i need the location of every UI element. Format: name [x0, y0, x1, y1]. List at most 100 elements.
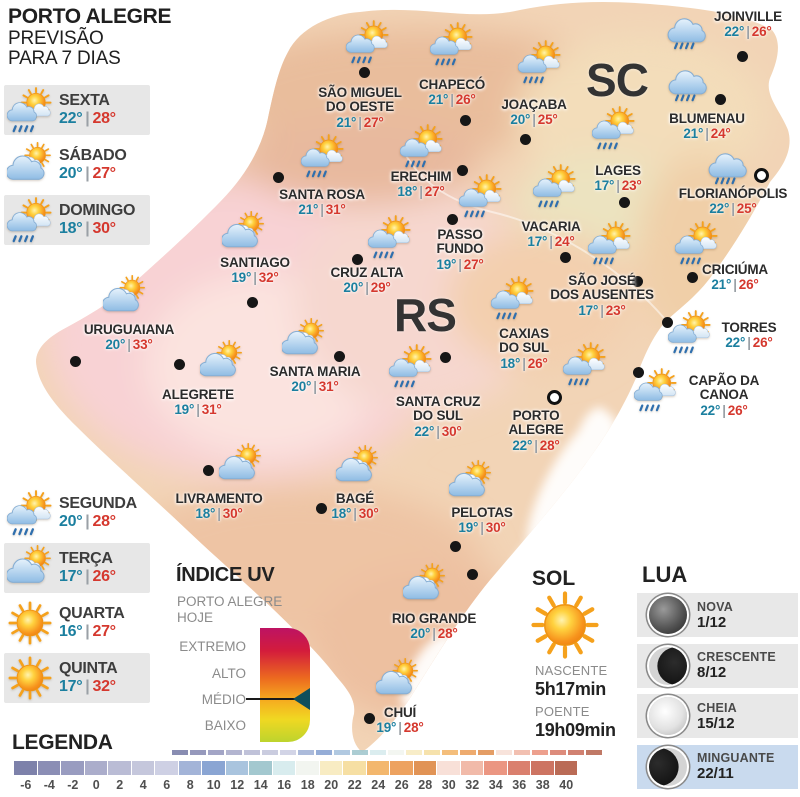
legend-title: LEGENDA [12, 731, 113, 754]
legend-swatch [390, 761, 413, 775]
legend-swatch [554, 761, 577, 775]
legend-strip-segment [496, 750, 512, 755]
legend-tick: 14 [253, 778, 268, 792]
sexta-weather-icon [7, 87, 53, 133]
forecast-day-text: TERÇA 17° | 26° [59, 550, 116, 586]
sunrise-label: NASCENTE [535, 663, 608, 678]
legend-swatch [178, 761, 201, 775]
legend-swatch [14, 761, 37, 775]
legend-tick: 34 [488, 778, 503, 792]
legend-tick: 38 [535, 778, 550, 792]
forecast-day-name: SEGUNDA [59, 495, 137, 512]
legend-strip-segment [442, 750, 458, 755]
temperature-pair: 18° | 30° [59, 220, 135, 238]
moon-new-icon [649, 596, 687, 634]
legend-tick: 18 [300, 778, 315, 792]
legend-tick: -4 [43, 778, 55, 792]
title-line3: PARA 7 DIAS [8, 48, 121, 70]
temperature-pair: 17° | 32° [59, 678, 117, 696]
legend-strip-segment [586, 750, 602, 755]
legend-tick: 26 [394, 778, 409, 792]
temp-separator: | [85, 678, 90, 695]
legend-tick: 32 [465, 778, 480, 792]
legend-swatch [61, 761, 84, 775]
forecast-day-text: QUARTA 16° | 27° [59, 605, 125, 641]
legend-strip-segment [352, 750, 368, 755]
legend-strip-segment [316, 750, 332, 755]
uv-pointer-arrow-icon [293, 688, 310, 710]
forecast-day-sabado: SÁBADO 20° | 27° [4, 140, 150, 190]
legend-strip-segment [424, 750, 440, 755]
legend-tick: 24 [371, 778, 386, 792]
low-temp: 17° [59, 568, 83, 585]
legend-tick: 30 [441, 778, 456, 792]
legend-tick: -2 [67, 778, 79, 792]
legend-tick: 10 [206, 778, 221, 792]
legend-strip-segment [370, 750, 386, 755]
legend-tick: 12 [230, 778, 245, 792]
forecast-day-name: QUARTA [59, 605, 125, 622]
forecast-day-quarta: QUARTA 16° | 27° [4, 598, 150, 648]
legend-strip-segment [478, 750, 494, 755]
low-temp: 16° [59, 623, 83, 640]
high-temp: 30° [92, 220, 116, 237]
moon-phase-date: 1/12 [697, 613, 727, 631]
forecast-day-name: DOMINGO [59, 202, 136, 219]
legend-swatch [507, 761, 530, 775]
legend-strip-segment [208, 750, 224, 755]
legend-strip-segment [226, 750, 242, 755]
temp-separator: | [85, 513, 90, 530]
legend-swatch [366, 761, 389, 775]
legend-tick: 4 [139, 778, 147, 792]
high-temp: 27° [92, 165, 116, 182]
quarta-weather-icon [7, 600, 53, 646]
legend-tick: 2 [116, 778, 124, 792]
uv-place: PORTO ALEGRE HOJE [177, 594, 282, 626]
forecast-day-text: SÁBADO 20° | 27° [59, 147, 127, 183]
moon-phase-text: MINGUANTE 22/11 [697, 751, 775, 782]
segunda-weather-icon [7, 490, 53, 536]
legend-tick: 8 [186, 778, 194, 792]
forecast-day-quinta: QUINTA 17° | 32° [4, 653, 150, 703]
temperature-pair: 17° | 26° [59, 568, 116, 586]
forecast-day-name: SEXTA [59, 92, 110, 109]
legend-swatch [37, 761, 60, 775]
uv-level-alto: ALTO [211, 666, 246, 681]
sunrise-time: 5h17min [535, 679, 606, 699]
legend-tick: 40 [559, 778, 574, 792]
low-temp: 20° [59, 165, 83, 182]
forecast-day-text: DOMINGO 18° | 30° [59, 202, 135, 238]
temp-separator: | [85, 165, 90, 182]
moon-waxing-icon [649, 646, 687, 685]
legend-tick-labels: -6 -4 -2 0 2 4 6 8 10 12 14 16 18 20 22 24 26 28 30 32 34 36 3… [14, 778, 578, 792]
legend-swatch [202, 761, 225, 775]
moon-phase-text: CRESCENTE 8/12 [697, 650, 776, 681]
legend-tick: 6 [163, 778, 171, 792]
legend-swatch [343, 761, 366, 775]
uv-place-name: PORTO ALEGRE [177, 594, 283, 609]
moon-phase-name: MINGUANTE [697, 751, 775, 765]
sabado-weather-icon [7, 142, 53, 188]
forecast-day-text: SEGUNDA 20° | 28° [59, 495, 137, 531]
page-title: PORTO ALEGRE PREVISÃO PARA 7 DIAS [8, 5, 172, 70]
low-temp: 17° [59, 678, 83, 695]
legend-strip-segment [532, 750, 548, 755]
forecast-day-name: TERÇA [59, 550, 113, 567]
temperature-pair: 16° | 27° [59, 623, 124, 641]
high-temp: 26° [92, 568, 116, 585]
uv-gradient-bar [260, 628, 310, 742]
quinta-weather-icon [7, 655, 53, 701]
moon-phase-minguante: MINGUANTE 22/11 [637, 744, 798, 789]
legend-strip-segment [550, 750, 566, 755]
legend-color-scale [14, 761, 577, 775]
moon-phase-text: CHEIA 15/12 [697, 701, 737, 732]
legend-swatch [108, 761, 131, 775]
moon-phase-crescente: CRESCENTE 8/12 [637, 643, 798, 688]
moon-phase-name: CRESCENTE [697, 650, 776, 664]
forecast-day-text: SEXTA 22° | 28° [59, 92, 116, 128]
legend-strip-segment [172, 750, 188, 755]
moon-phase-cheia: CHEIA 15/12 [637, 694, 798, 738]
legend-tick: 20 [324, 778, 339, 792]
forecast-panel-top: SEXTA 22° | 28° SÁBADO 20° | 27° DOMINGO 18° | 30° [4, 85, 150, 250]
